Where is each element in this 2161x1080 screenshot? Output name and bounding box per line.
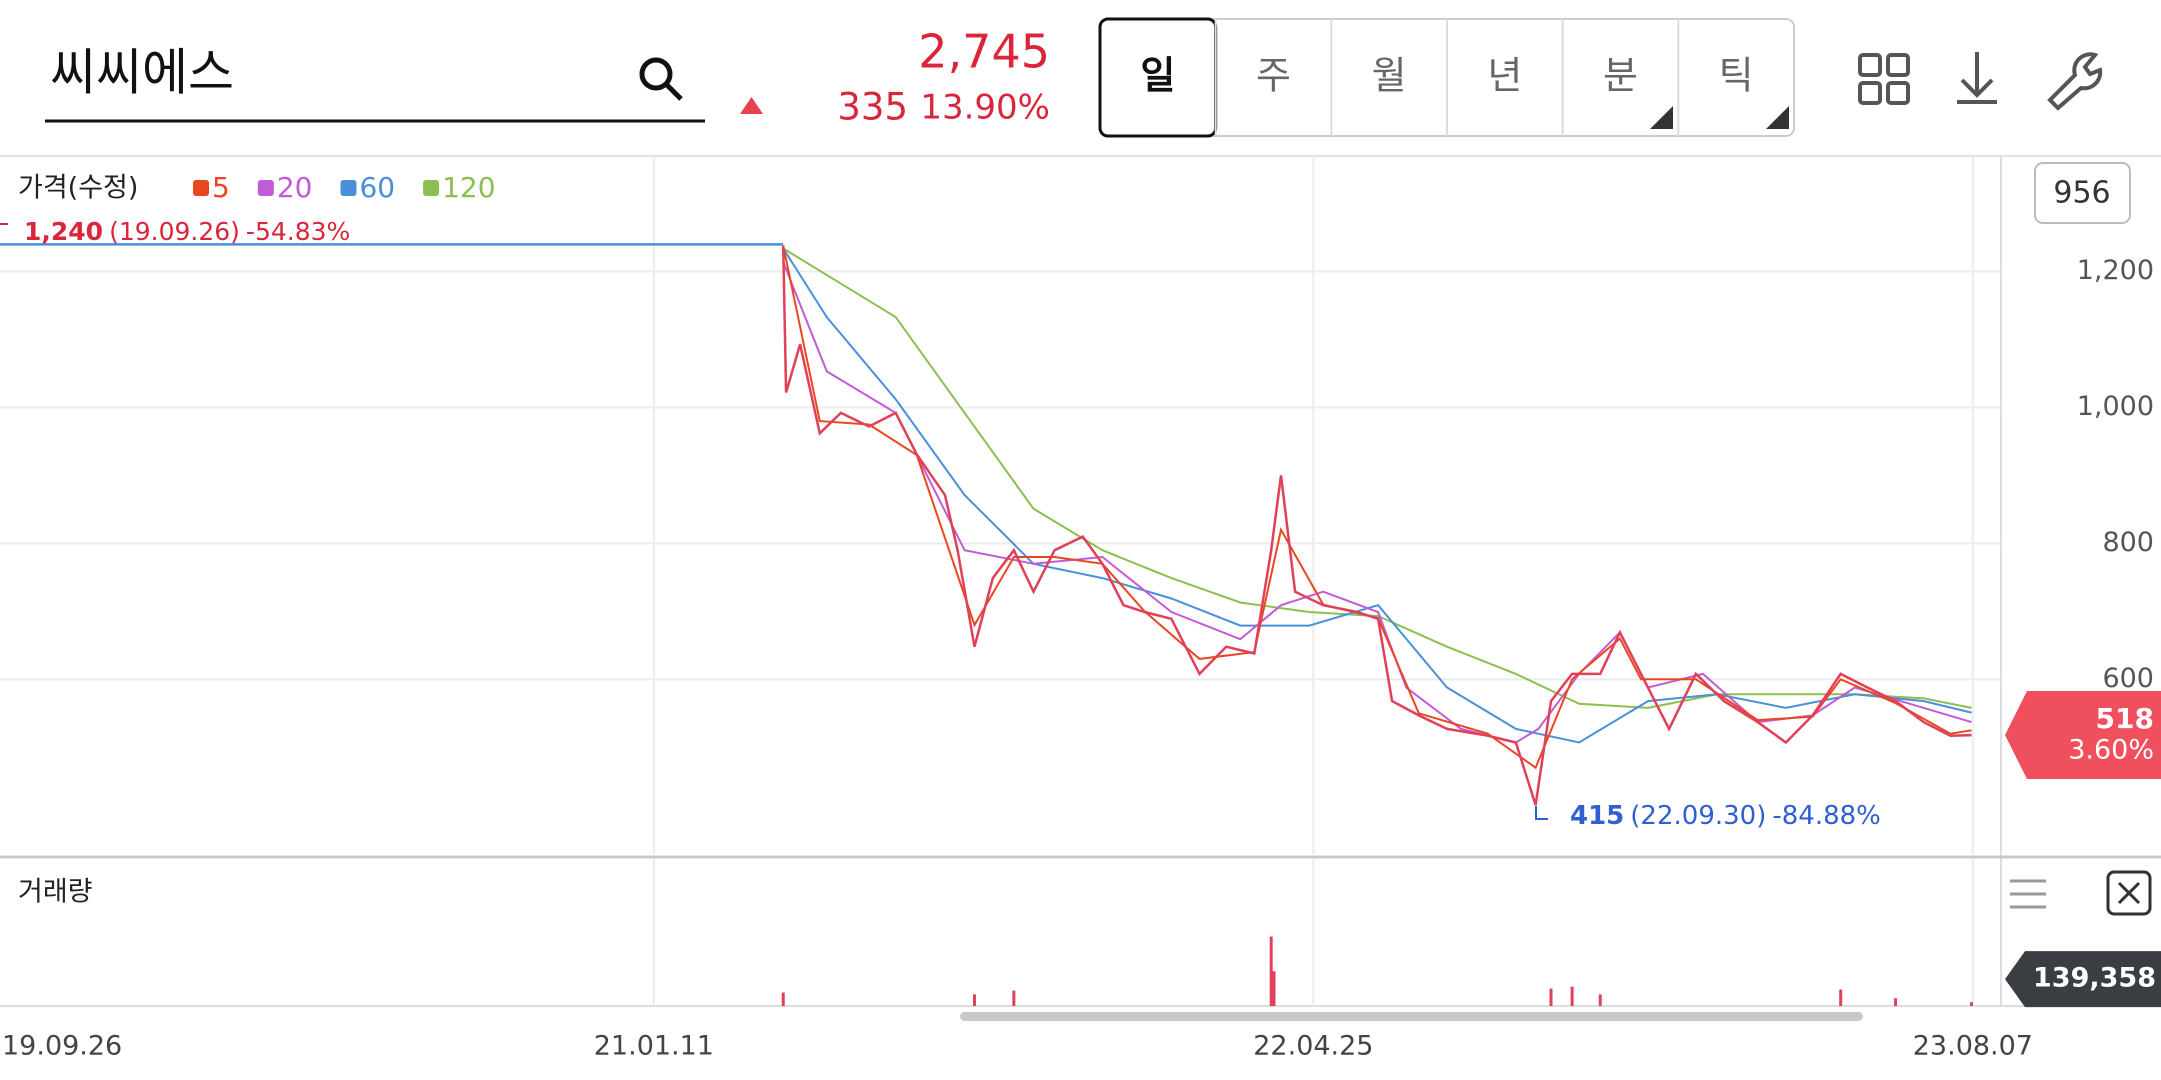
tab[interactable]: 분 <box>1603 54 1638 98</box>
volume-bar <box>781 992 785 1006</box>
ma-line <box>782 261 1972 744</box>
volume-bar <box>1012 990 1016 1006</box>
volume-bar <box>1839 989 1843 1006</box>
tab[interactable]: 틱 <box>1719 54 1754 98</box>
volume-title: 거래량 <box>18 877 93 908</box>
annotation-part: 415 <box>1570 801 1624 831</box>
settings-icon[interactable] <box>2047 52 2103 111</box>
price-tag <box>2005 691 2161 780</box>
volume-tag <box>2005 951 2161 1008</box>
legend-label: 5 <box>212 171 230 204</box>
legend-swatch <box>257 180 274 196</box>
y-tick-label: 600 <box>2102 663 2154 694</box>
annotation-part: (22.09.30) <box>1630 801 1766 831</box>
count: 956 <box>2053 176 2110 211</box>
scrollbar[interactable] <box>960 1012 1863 1021</box>
legend-label: 20 <box>277 171 313 204</box>
legend-label: 60 <box>359 171 395 204</box>
volume-bar <box>1269 936 1273 1006</box>
y-tick-label: 1,000 <box>2077 391 2154 422</box>
high-annotation: 1,240 (19.09.26) -54.83% <box>24 217 350 246</box>
search-text[interactable]: 씨씨에스 <box>50 44 234 102</box>
volume-bar <box>1969 1002 1973 1006</box>
ma-line <box>782 247 1972 709</box>
tab-corner <box>1766 106 1789 129</box>
annotation-part: -54.83% <box>246 217 350 246</box>
legend-label: 120 <box>442 171 495 204</box>
x-tick-label: 19.09.26 <box>2 1031 122 1062</box>
tab-corner <box>1650 106 1673 129</box>
price-title: 가격(수정) <box>18 173 138 204</box>
volume-bar <box>1894 998 1898 1006</box>
legend-swatch <box>193 180 209 196</box>
volume-bar <box>1570 986 1574 1006</box>
volume-bar <box>1549 988 1553 1006</box>
volume-bar <box>1272 971 1276 1006</box>
price: 2,745 <box>918 25 1050 79</box>
menu-icon[interactable] <box>2010 879 2046 909</box>
up-arrow <box>740 97 763 114</box>
y-tick-label: 1,200 <box>2077 255 2154 286</box>
x-tick-label: 22.04.25 <box>1253 1031 1373 1062</box>
volume-bar <box>972 994 976 1006</box>
price-line <box>781 245 1972 806</box>
low-arrow <box>1535 806 1548 820</box>
x-tick-label: 21.01.11 <box>594 1031 714 1062</box>
change: 335 <box>837 86 908 129</box>
legend-swatch <box>423 180 440 196</box>
price-tag-value: 518 <box>2096 702 2154 735</box>
tab[interactable]: 월 <box>1372 54 1407 98</box>
annotation-part: (19.09.26) <box>109 217 240 246</box>
x-tick-label: 23.08.07 <box>1913 1031 2033 1062</box>
tab[interactable]: 일 <box>1140 54 1175 98</box>
change-rate: 13.90% <box>920 88 1050 128</box>
layout-icon[interactable] <box>1858 53 1910 105</box>
tab[interactable]: 주 <box>1256 54 1291 98</box>
legend-swatch <box>340 180 357 196</box>
volume-bar <box>1598 994 1602 1006</box>
count-box[interactable] <box>2034 162 2131 224</box>
ma-line <box>782 247 1972 744</box>
download-icon[interactable] <box>1957 52 1997 104</box>
y-tick-label: 800 <box>2102 527 2154 558</box>
annotation-part: 1,240 <box>24 217 103 246</box>
search-icon[interactable] <box>639 57 683 101</box>
close-icon[interactable] <box>2106 870 2152 916</box>
low-annotation: 415 (22.09.30) -84.88% <box>1570 801 1881 831</box>
annotation-part: -84.88% <box>1772 801 1881 831</box>
tab[interactable]: 년 <box>1487 54 1522 98</box>
volume-tag-value: 139,358 <box>2033 963 2156 994</box>
price-tag-change: 3.60% <box>2068 735 2154 766</box>
